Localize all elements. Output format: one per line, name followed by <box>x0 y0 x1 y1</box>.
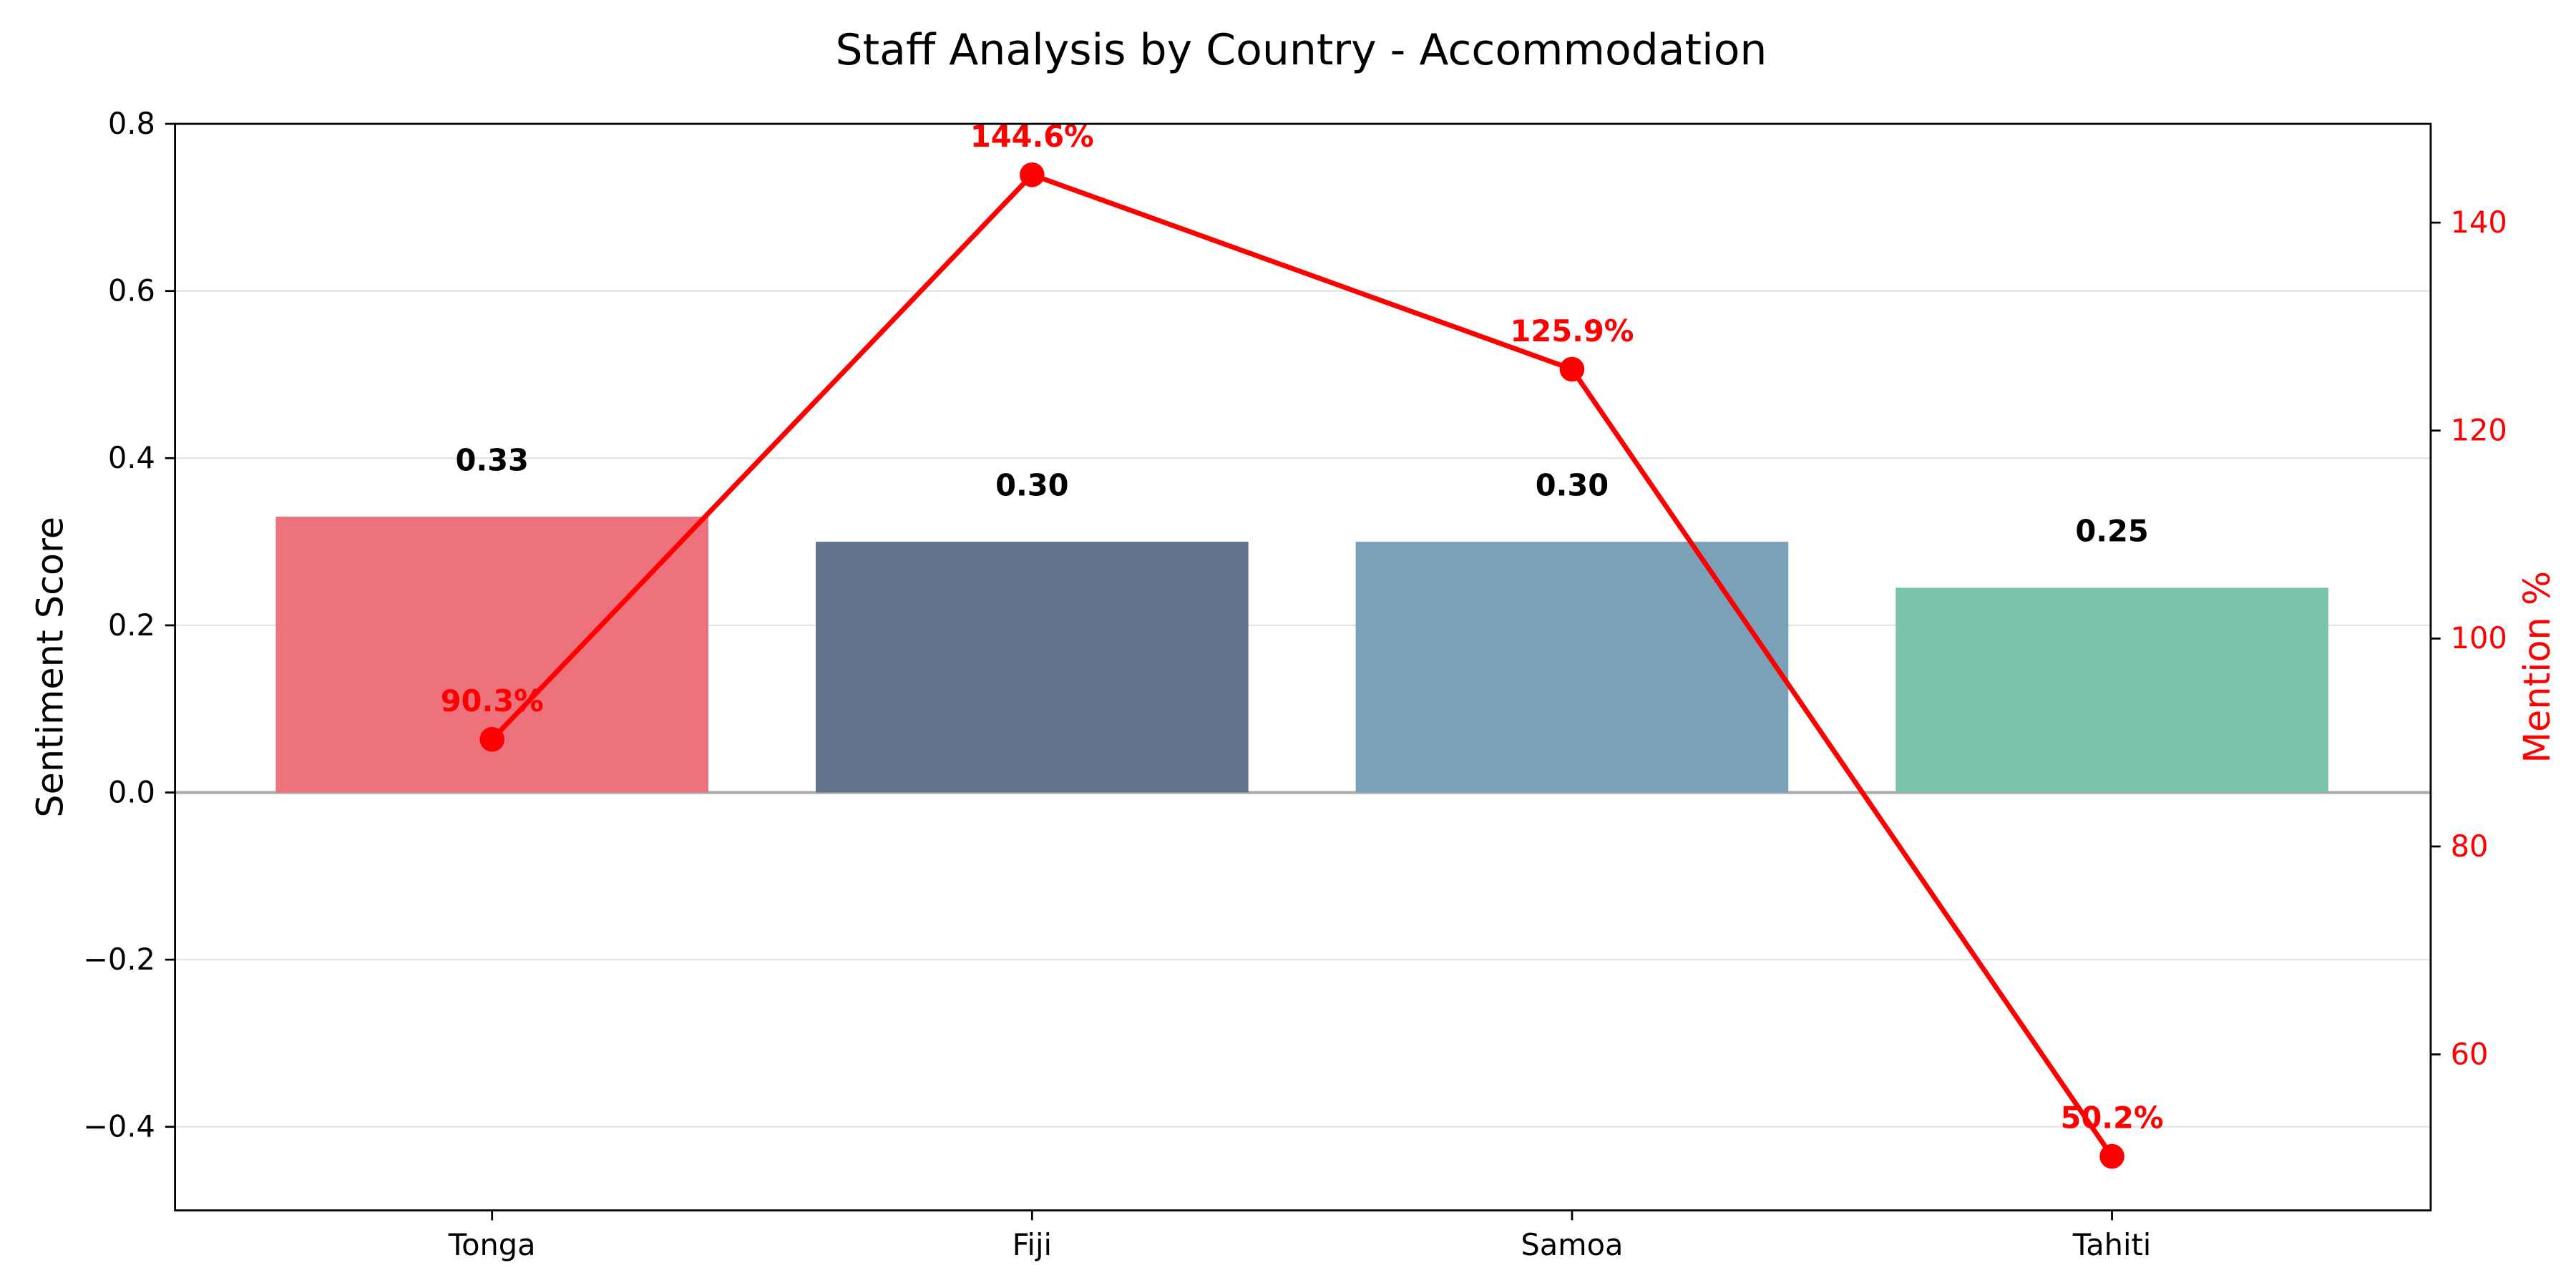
plot-frame <box>174 122 2432 1211</box>
right-axis-ticks: 60 80 100 120 140 <box>2430 205 2507 1071</box>
bar-value-label: 0.33 <box>455 442 528 477</box>
y2-tick-label: 100 <box>2451 620 2507 655</box>
mention-value-label: 90.3% <box>441 683 544 718</box>
chart-title: Staff Analysis by Country - Accommodatio… <box>835 25 1767 75</box>
y-axis-label: Sentiment Score <box>29 517 72 818</box>
y-tick-label: 0.6 <box>108 273 155 308</box>
mention-value-label: 50.2% <box>2061 1101 2164 1136</box>
bar-value-label: 0.30 <box>995 467 1068 502</box>
bar-value-label: 0.25 <box>2075 514 2148 549</box>
y-tick-label: 0.0 <box>108 774 155 809</box>
x-axis-ticks: Tonga Fiji Samoa Tahiti <box>448 1210 2152 1262</box>
bar <box>1896 587 2328 793</box>
mention-point <box>2099 1143 2124 1169</box>
bar <box>1355 542 1789 793</box>
y2-axis-label: Mention % <box>2516 571 2558 763</box>
mention-point <box>1020 162 1045 187</box>
y-tick-label: −0.2 <box>83 942 155 977</box>
bar <box>816 542 1249 793</box>
y-tick-label: 0.4 <box>108 440 155 475</box>
left-axis-ticks: −0.4 −0.2 0.0 0.2 0.4 0.6 0.8 <box>83 106 175 1144</box>
y2-tick-label: 120 <box>2451 413 2507 448</box>
mention-point <box>479 726 504 752</box>
y-tick-label: 0.2 <box>108 608 155 643</box>
mention-line <box>490 172 2114 1158</box>
x-tick-label: Samoa <box>1521 1227 1623 1262</box>
x-tick-label: Fiji <box>1013 1227 1052 1262</box>
bar-value-label: 0.30 <box>1536 467 1609 502</box>
x-tick-label: Tahiti <box>2072 1227 2152 1262</box>
y-tick-label: 0.8 <box>108 106 155 141</box>
bars: 0.33 0.30 0.30 0.25 <box>275 442 2328 793</box>
x-tick-label: Tonga <box>448 1227 536 1262</box>
y2-tick-label: 140 <box>2451 205 2507 240</box>
mention-value-label: 125.9% <box>1510 313 1634 348</box>
y2-tick-label: 80 <box>2451 829 2489 864</box>
mention-point <box>1559 356 1585 382</box>
y2-tick-label: 60 <box>2451 1036 2489 1071</box>
mention-line-series: 90.3%144.6%125.9%50.2% <box>441 119 2164 1169</box>
y-tick-label: −0.4 <box>83 1109 155 1144</box>
